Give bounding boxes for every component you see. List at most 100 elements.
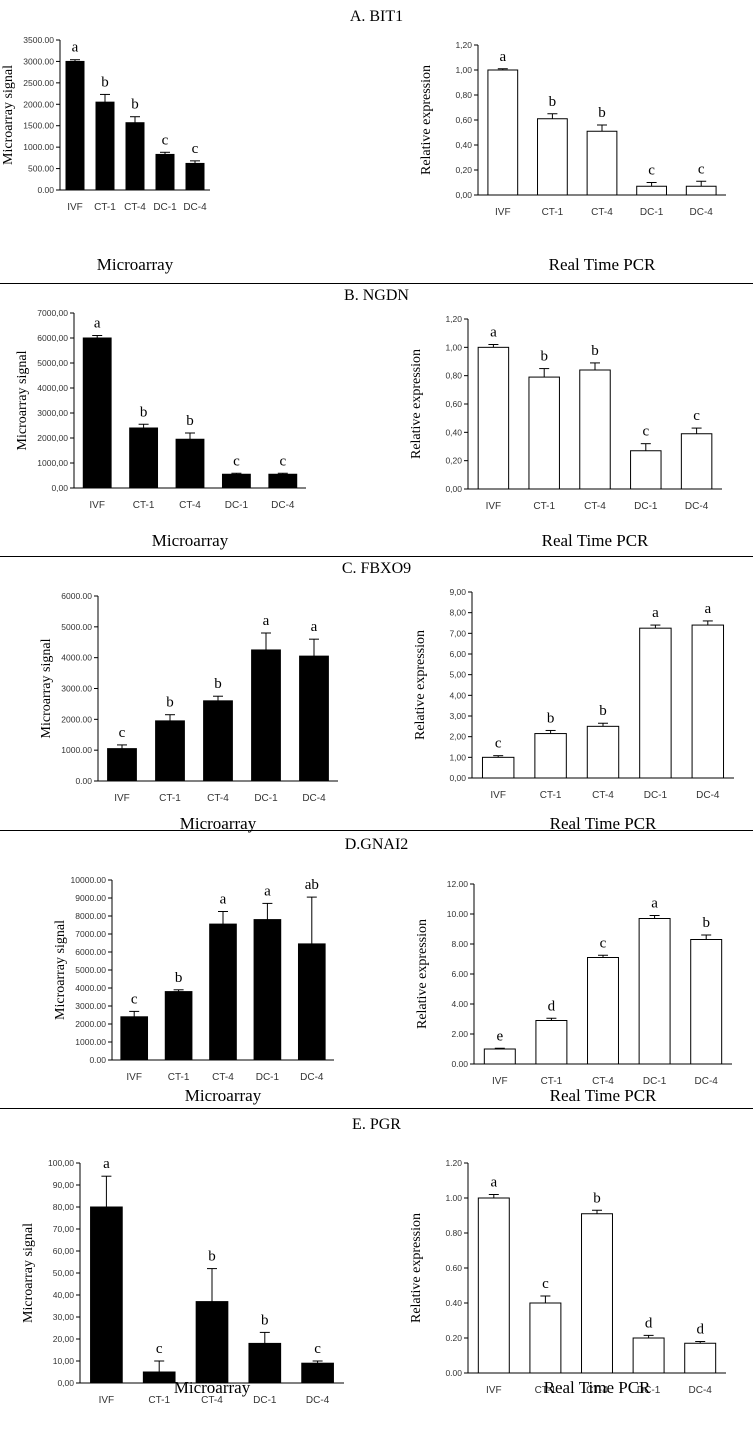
x-tick-label: IVF <box>114 793 130 804</box>
microarray-chart: 0.00 500.00 1000.00 1500.00 2000.00 2500.00 30… <box>1 35 210 213</box>
y-tick-label: 1.20 <box>445 1158 462 1168</box>
panel-4: E. PGR 0,00 10,00 20,00 30,00 40,00 50,00 60,00… <box>0 1108 753 1406</box>
significance-letter: a <box>490 1175 497 1191</box>
x-tick-label: CT-4 <box>591 207 613 218</box>
x-tick-label: DC-4 <box>689 1385 713 1396</box>
x-tick-label: IVF <box>492 1076 508 1087</box>
y-tick-label: 0.00 <box>445 1368 462 1378</box>
y-tick-label: 50,00 <box>53 1268 75 1278</box>
y-tick-label: 3000,00 <box>37 408 68 418</box>
significance-letter: a <box>72 40 79 56</box>
panel-divider <box>0 283 753 284</box>
x-tick-label: CT-1 <box>541 1076 563 1087</box>
significance-letter: c <box>314 1341 321 1357</box>
y-axis-label: Relative expression <box>409 1213 424 1323</box>
pcr-chart: 0,00 1,00 2,00 3,00 4,00 5,00 6,00 7,00 8,00 9,00… <box>413 587 734 801</box>
y-tick-label: 7000.00 <box>75 929 106 939</box>
x-tick-label: IVF <box>67 202 83 213</box>
bar <box>268 473 298 489</box>
y-tick-label: 10.00 <box>447 909 469 919</box>
y-tick-label: 1000.00 <box>23 142 54 152</box>
y-tick-label: 0,20 <box>445 456 462 466</box>
y-tick-label: 3000.00 <box>61 684 92 694</box>
y-tick-label: 0.00 <box>37 185 54 195</box>
bar <box>175 438 205 489</box>
y-tick-label: 8000.00 <box>75 911 106 921</box>
y-tick-label: 0,00 <box>449 773 466 783</box>
microarray-caption: Microarray <box>184 1086 262 1105</box>
bar <box>630 450 662 490</box>
y-axis-label: Relative expression <box>419 65 434 175</box>
panel-2: C. FBXO9 0.00 1000.00 2000.00 3000.00 4000.00… <box>0 556 753 833</box>
y-tick-label: 1,00 <box>445 342 462 352</box>
panel-title: B. NGDN <box>344 287 409 304</box>
significance-letter: c <box>233 453 240 469</box>
significance-letter: c <box>119 725 126 741</box>
bar <box>639 627 672 779</box>
y-tick-label: 9,00 <box>449 587 466 597</box>
y-tick-label: 2500.00 <box>23 78 54 88</box>
y-tick-label: 3,00 <box>449 711 466 721</box>
x-tick-label: DC-4 <box>685 501 709 512</box>
significance-letter: c <box>131 991 138 1007</box>
y-tick-label: 4000,00 <box>37 383 68 393</box>
x-tick-label: CT-4 <box>207 793 229 804</box>
microarray-chart: 0,00 1000,00 2000,00 3000,00 4000,00 5000,00 6… <box>15 308 306 511</box>
significance-letter: b <box>702 915 710 931</box>
bar <box>685 185 717 196</box>
bar <box>487 69 519 196</box>
y-tick-label: 1,20 <box>445 314 462 324</box>
bar <box>203 700 233 782</box>
y-tick-label: 70,00 <box>53 1224 75 1234</box>
x-tick-label: CT-1 <box>133 500 155 511</box>
y-tick-label: 4000.00 <box>75 983 106 993</box>
panel-title: D.GNAI2 <box>344 836 409 853</box>
bar <box>185 162 205 191</box>
x-tick-label: CT-1 <box>535 1385 557 1396</box>
y-tick-label: 2,00 <box>449 732 466 742</box>
significance-letter: b <box>549 94 557 110</box>
significance-letter: b <box>186 413 194 429</box>
y-tick-label: 4,00 <box>449 690 466 700</box>
microarray-chart: 0.00 1000.00 2000.00 3000.00 4000.00 5000.00 6… <box>53 875 334 1083</box>
y-tick-label: 30,00 <box>53 1312 75 1322</box>
x-tick-label: DC-4 <box>696 790 720 801</box>
bar <box>528 376 560 490</box>
bar <box>195 1301 229 1384</box>
y-tick-label: 500.00 <box>28 164 54 174</box>
bar <box>638 918 671 1065</box>
pcr-chart: 0,00 0,20 0,40 0,60 0,80 1,00 1,20 Relative exp… <box>419 40 726 218</box>
x-tick-label: CT-4 <box>124 202 146 213</box>
microarray-caption: Microarray <box>173 1378 251 1397</box>
y-tick-label: 0.00 <box>89 1055 106 1065</box>
x-tick-label: IVF <box>89 500 105 511</box>
bar <box>209 923 237 1061</box>
bar <box>248 1342 282 1384</box>
significance-letter: b <box>593 1190 601 1206</box>
bar <box>299 655 329 782</box>
y-axis-label: Microarray signal <box>39 638 54 738</box>
x-tick-label: CT-4 <box>586 1385 608 1396</box>
y-tick-label: 6000.00 <box>61 591 92 601</box>
x-tick-label: IVF <box>486 501 502 512</box>
y-axis-label: Relative expression <box>409 349 424 459</box>
significance-letter: d <box>548 998 556 1014</box>
microarray-chart: 0,00 10,00 20,00 30,00 40,00 50,00 60,00 70,00 8… <box>21 1156 344 1406</box>
significance-letter: c <box>162 132 169 148</box>
bar <box>65 60 85 191</box>
y-tick-label: 2000,00 <box>37 433 68 443</box>
bar <box>535 1020 568 1065</box>
bar <box>129 427 159 489</box>
significance-letter: a <box>264 883 271 899</box>
bar <box>120 1016 149 1061</box>
x-tick-label: DC-1 <box>254 793 278 804</box>
bar <box>534 733 567 779</box>
significance-letter: b <box>166 695 174 711</box>
y-tick-label: 3500.00 <box>23 35 54 45</box>
x-tick-label: DC-1 <box>640 207 664 218</box>
y-tick-label: 0,00 <box>445 484 462 494</box>
significance-letter: a <box>103 1156 110 1172</box>
significance-letter: a <box>490 325 497 341</box>
significance-letter: c <box>642 424 649 440</box>
panel-title: E. PGR <box>352 1116 401 1133</box>
